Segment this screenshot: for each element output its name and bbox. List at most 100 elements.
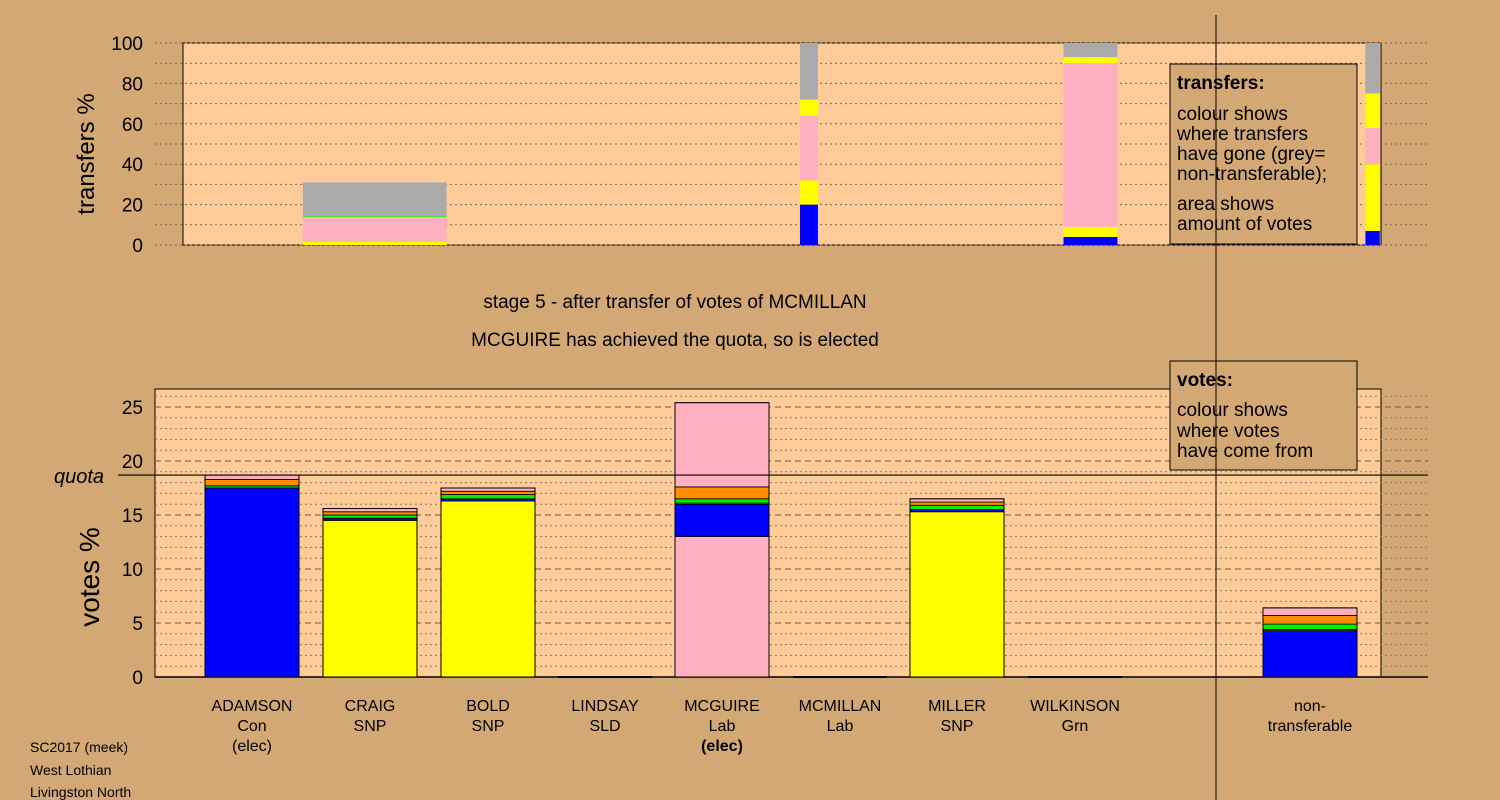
transfer-segment-lindsay (799, 204, 818, 245)
category-name-label: non- (1294, 698, 1326, 715)
category-party-label: SNP (472, 718, 505, 735)
footer-election: SC2017 (meek) (30, 739, 128, 755)
votes-y-tick-label: 5 (132, 614, 143, 635)
transfers-legend: transfers: colour shows where transfers … (1169, 63, 1358, 245)
votes-legend: votes: colour shows where votes have com… (1169, 360, 1358, 471)
votes-legend-line: where votes (1176, 421, 1279, 442)
vote-segment-miller (909, 501, 1005, 506)
category-party-label: SLD (589, 718, 620, 735)
category-party-label: Lab (827, 718, 854, 735)
vote-bar-outline (1262, 607, 1358, 678)
votes-y-axis-label: votes % (74, 527, 105, 627)
transfers-legend-line: colour shows (1177, 104, 1288, 125)
category-name-label: MILLER (928, 698, 986, 715)
vote-segment-craig (322, 514, 418, 519)
transfers-y-tick-label: 0 (132, 236, 143, 257)
vote-segment-mcguire (674, 536, 770, 678)
vote-segment-craig (322, 511, 418, 516)
vote-segment-adamson (204, 478, 300, 487)
transfers-y-axis-label: transfers % (73, 93, 100, 214)
vote-segment-non (1262, 615, 1358, 625)
vote-segment-miller (909, 511, 1005, 678)
transfers-bars (302, 43, 1380, 245)
footer-council: West Lothian (30, 762, 111, 778)
category-elected-label: (elec) (232, 738, 272, 755)
transfers-panel: 0 20 40 60 80 100 transfers % transfers: colo… (73, 34, 1428, 257)
category-party-label: SNP (354, 718, 387, 735)
transfer-segment-adamson (302, 215, 447, 217)
category-party-label: SNP (941, 718, 974, 735)
vote-segment-non (1262, 607, 1358, 616)
vote-segment-bold (440, 500, 536, 678)
transfers-y-tick-label: 80 (122, 74, 143, 95)
transfer-segment-adamson (302, 216, 447, 242)
quota-label: quota (54, 466, 104, 488)
vote-segment-miller (909, 504, 1005, 510)
transfers-legend-title: transfers: (1177, 73, 1265, 94)
transfer-segment-adamson (302, 215, 447, 216)
transfer-segment-wilkinson (1365, 43, 1380, 94)
votes-y-tick-label: 0 (132, 668, 143, 689)
votes-y-tick-label: 25 (122, 398, 143, 419)
vote-segment-bold (440, 490, 536, 495)
category-name-label: CRAIG (345, 698, 396, 715)
transfer-segment-wilkinson (1365, 164, 1380, 231)
vote-segment-bold (440, 494, 536, 500)
transfers-legend-line: amount of votes (1177, 214, 1312, 235)
category-name-label: ADAMSON (212, 698, 293, 715)
vote-segment-adamson (204, 487, 300, 678)
vote-segment-non (1262, 630, 1358, 678)
vote-bar-outline (674, 402, 770, 678)
transfer-segment-lindsay (799, 43, 818, 100)
transfer-segment-mcmillan (1063, 57, 1118, 64)
transfer-segment-wilkinson (1365, 230, 1380, 245)
category-party-label: transferable (1268, 718, 1353, 735)
transfers-legend-line: area shows (1177, 194, 1274, 215)
vote-segment-craig (322, 520, 418, 678)
transfer-segment-wilkinson (1365, 93, 1380, 128)
votes-legend-line: colour shows (1177, 400, 1288, 421)
transfer-segment-wilkinson (1365, 127, 1380, 165)
votes-y-tick-label: 20 (122, 452, 143, 473)
vote-segment-mcguire (674, 402, 770, 488)
vote-bar-outline (322, 508, 418, 678)
vote-segment-adamson (204, 474, 300, 480)
category-party-label: Grn (1062, 718, 1089, 735)
footer-ward: Livingston North (30, 784, 131, 800)
transfer-segment-adamson (302, 241, 447, 245)
vote-segment-mcguire (674, 486, 770, 500)
transfers-legend-box (1169, 63, 1358, 245)
transfers-legend-line: have gone (grey= (1177, 144, 1325, 165)
category-party-label: Lab (709, 718, 736, 735)
votes-y-tick-label: 10 (122, 560, 143, 581)
transfer-segment-lindsay (799, 115, 818, 181)
category-name-label: LINDSAY (571, 698, 639, 715)
transfers-y-tick-label: 100 (111, 34, 143, 55)
votes-y-ticks: 0 5 10 15 20 25 (122, 398, 143, 689)
vote-bar-outline (909, 498, 1005, 678)
transfer-segment-mcmillan (1063, 43, 1118, 58)
category-name-label: MCMILLAN (799, 698, 882, 715)
transfer-segment-adamson (302, 182, 447, 216)
transfers-y-tick-label: 60 (122, 115, 143, 136)
votes-legend-line: have come from (1177, 441, 1313, 462)
transfer-segment-mcmillan (1063, 236, 1118, 245)
votes-category-labels: ADAMSON Con (elec) CRAIG SNP BOLD SNP LINDSAY SL… (212, 698, 1353, 755)
transfers-legend-line: where transfers (1176, 124, 1308, 145)
votes-y-tick-label: 15 (122, 506, 143, 527)
transfers-y-ticks: 0 20 40 60 80 100 (111, 34, 143, 257)
votes-legend-title: votes: (1177, 370, 1233, 391)
vote-segment-mcguire (674, 503, 770, 538)
transfers-y-tick-label: 40 (122, 155, 143, 176)
votes-legend-box (1169, 360, 1358, 471)
transfer-segment-mcmillan (1063, 63, 1118, 227)
category-party-label: Con (237, 718, 266, 735)
category-elected-label: (elec) (701, 738, 743, 755)
category-name-label: BOLD (466, 698, 510, 715)
transfers-legend-line: non-transferable); (1177, 164, 1327, 185)
vote-segment-mcguire (674, 498, 770, 504)
transfer-segment-mcmillan (1063, 226, 1118, 237)
category-name-label: WILKINSON (1030, 698, 1120, 715)
votes-bars (204, 402, 1358, 678)
